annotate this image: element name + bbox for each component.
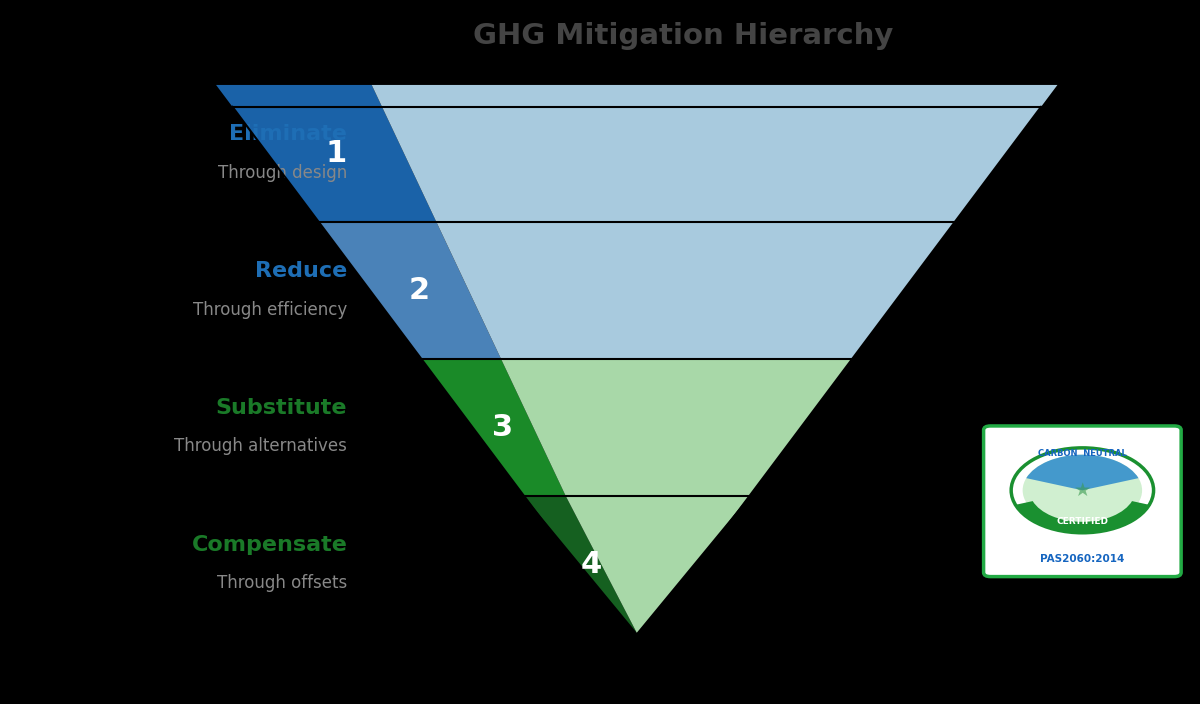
Polygon shape [216, 85, 437, 222]
Text: 3: 3 [492, 413, 514, 442]
Text: CERTIFIED: CERTIFIED [1056, 517, 1109, 527]
Polygon shape [372, 85, 1057, 222]
Polygon shape [524, 496, 637, 633]
Text: Reduce: Reduce [256, 261, 347, 281]
Text: Substitute: Substitute [216, 398, 347, 418]
Polygon shape [421, 359, 565, 496]
Wedge shape [1026, 455, 1139, 490]
Text: CARBON  NEUTRAL: CARBON NEUTRAL [1038, 449, 1127, 458]
Text: Through efficiency: Through efficiency [193, 301, 347, 318]
Text: 1: 1 [325, 139, 347, 168]
Text: ★: ★ [1074, 481, 1091, 500]
Text: 4: 4 [580, 550, 601, 579]
Text: Through design: Through design [218, 163, 347, 182]
Text: Eliminate: Eliminate [229, 124, 347, 144]
Circle shape [1022, 455, 1142, 526]
FancyBboxPatch shape [984, 426, 1181, 577]
Polygon shape [502, 359, 852, 496]
Text: Through offsets: Through offsets [217, 574, 347, 593]
Text: Compensate: Compensate [192, 535, 347, 555]
Text: 2: 2 [409, 276, 430, 305]
Text: PAS2060:2014: PAS2060:2014 [1040, 554, 1124, 564]
Polygon shape [319, 222, 502, 359]
Text: Through alternatives: Through alternatives [174, 437, 347, 455]
Polygon shape [565, 496, 750, 633]
Wedge shape [1015, 501, 1150, 533]
Text: GHG Mitigation Hierarchy: GHG Mitigation Hierarchy [473, 22, 893, 50]
Polygon shape [437, 222, 955, 359]
